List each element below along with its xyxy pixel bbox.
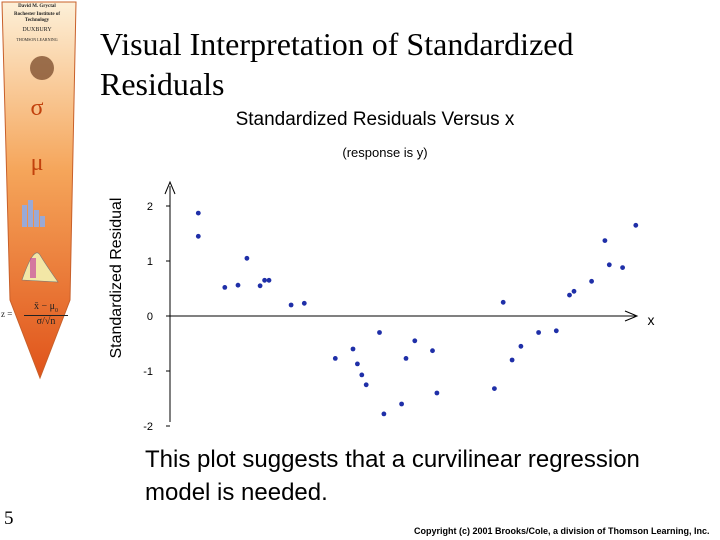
formula-numerator: x̄ − μ0 [24,301,68,316]
y-tick-label: 2 [147,201,153,213]
banner-logo-icon [30,56,54,80]
data-point [571,288,577,294]
data-point [381,411,387,417]
scatter-points [195,210,639,417]
data-point [620,265,625,270]
copyright-notice: Copyright (c) 2001 Brooks/Cole, a divisi… [414,526,710,536]
x-axis-arrow-icon [624,310,639,322]
banner-author: David M. Gryctal [18,4,56,9]
data-point [350,346,356,352]
data-point [363,382,369,388]
data-point [567,292,572,298]
formula-denominator: σ/√n [36,316,56,327]
sigma-icon: σ [30,95,44,121]
data-point [257,283,263,289]
formula-numerator-sub: 0 [55,308,58,314]
data-point [377,330,382,335]
y-tick-label: 1 [147,256,153,268]
x-axis-label: x [648,312,655,328]
data-point [355,361,360,367]
sidebar-banner: David M. Gryctal Rochester Institute of … [0,0,80,380]
data-point [235,282,241,288]
data-point [492,386,497,391]
data-point [434,390,440,396]
formula-z: z = [1,309,13,319]
data-point [332,356,338,361]
slide-title: Visual Interpretation of Standardized Re… [100,26,574,102]
data-point [553,328,559,334]
data-point [602,238,608,244]
data-point [195,233,201,239]
slide-caption: This plot suggests that a curvilinear re… [145,446,640,506]
data-point [518,343,524,349]
y-axis-label: Standardized Residual [108,198,125,359]
y-tick-label: -1 [143,366,153,378]
y-ticks: -2 -1 0 1 2 [143,201,170,433]
banner-graphic [1,1,77,380]
banner-institute: Rochester Institute of Technology [13,12,60,23]
data-point [195,210,201,216]
banner-publisher: DUXBURY [22,27,52,33]
data-point [509,357,515,363]
residual-chart: Standardized Residuals Versus x (respons… [108,109,655,433]
data-point [430,348,435,354]
data-point [399,401,404,407]
data-point [222,285,228,290]
y-tick-label: -2 [143,421,153,433]
data-point [301,300,307,306]
data-point [288,302,294,308]
data-point [606,262,612,268]
data-point [359,372,365,378]
data-point [589,278,594,284]
y-axis-arrow-icon [164,180,176,195]
data-point [266,277,272,283]
chart-subtitle: (response is y) [342,145,427,160]
data-point [412,338,418,344]
data-point [403,356,409,361]
slide-number: 5 [4,508,14,529]
mu-icon: μ [30,150,44,176]
banner-histogram-icon [22,205,27,227]
data-point [244,255,250,261]
chart-title: Standardized Residuals Versus x [236,109,515,130]
data-point [536,330,541,335]
banner-publisher-sub: THOMSON LEARNING [16,37,58,42]
formula-numerator-text: x̄ − μ [33,301,55,312]
data-point [633,222,639,228]
y-tick-label: 0 [147,311,153,323]
data-point [262,277,267,283]
data-point [500,299,506,305]
